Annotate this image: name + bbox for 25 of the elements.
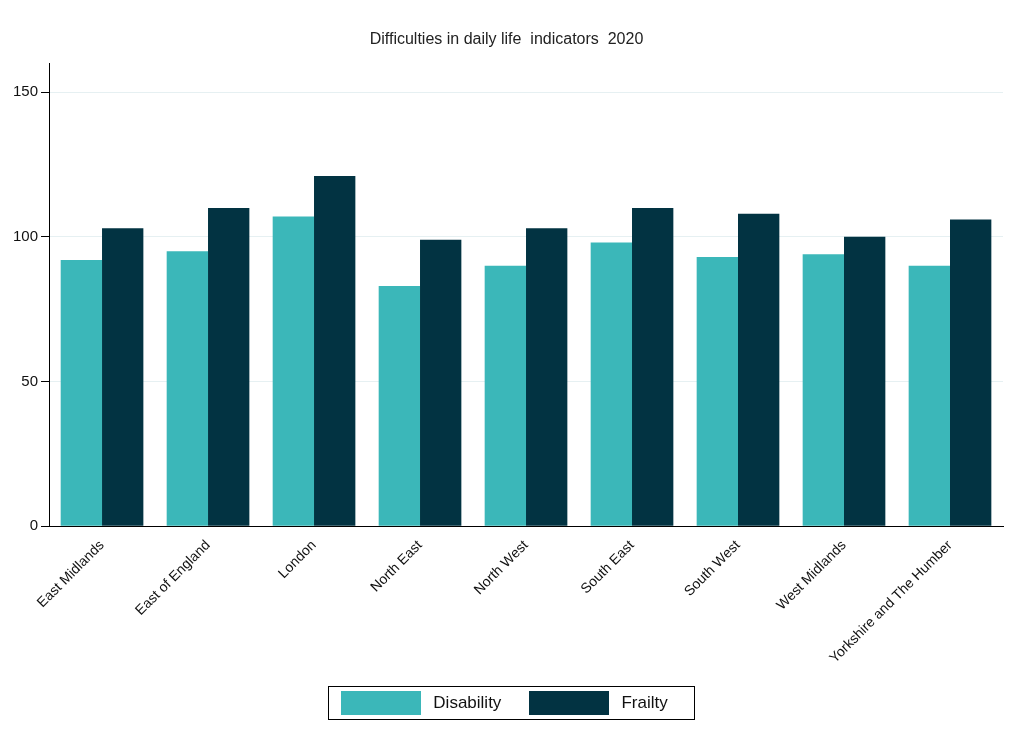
bar <box>590 242 633 526</box>
legend-label: Frailty <box>621 693 668 713</box>
bar <box>272 216 315 526</box>
bar <box>738 213 780 526</box>
legend-label: Disability <box>433 693 502 713</box>
bar <box>526 228 568 526</box>
y-tick-label: 0 <box>29 516 39 534</box>
bar <box>844 236 886 526</box>
bar <box>484 265 527 526</box>
bar <box>166 251 209 526</box>
bar <box>208 207 250 526</box>
bar <box>696 257 739 526</box>
bar <box>420 239 462 526</box>
bar <box>950 219 992 526</box>
bar <box>908 265 950 526</box>
bar <box>314 176 356 526</box>
bar <box>60 259 103 526</box>
bar <box>632 207 674 526</box>
chart-title: Difficulties in daily life indicators 2020 <box>369 30 644 48</box>
bar <box>802 254 844 526</box>
bar <box>378 286 421 526</box>
bar <box>102 228 144 526</box>
y-tick-label: 50 <box>21 371 39 389</box>
y-tick-label: 100 <box>13 226 39 244</box>
y-tick-label: 150 <box>13 82 39 100</box>
